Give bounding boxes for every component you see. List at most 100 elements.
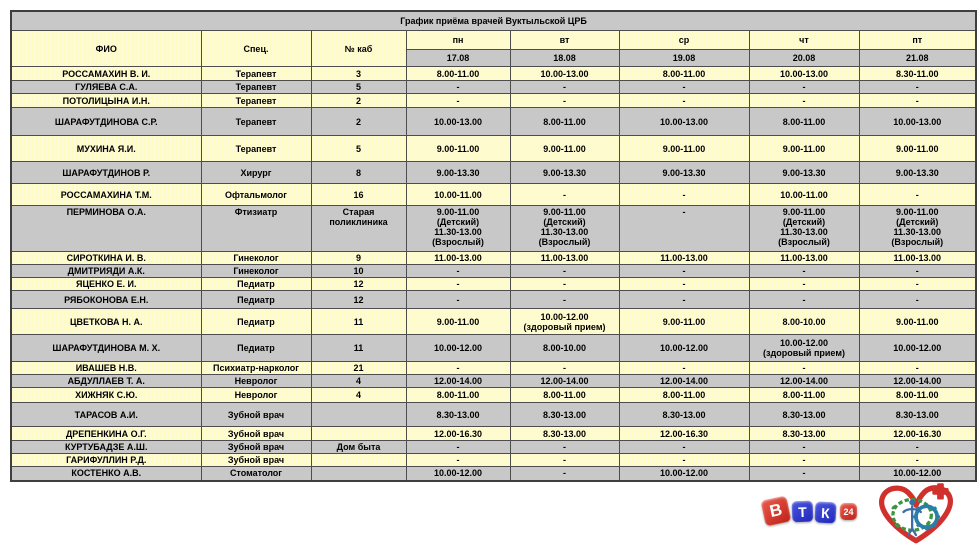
schedule-row: МУХИНА Я.И. Терапевт 5 9.00-11.00 9.00-1… [10,135,977,162]
doctor-name-cell: ГАРИФУЛЛИН Р.Д. [10,453,202,467]
schedule-row: ШАРАФУТДИНОВА М. Х. Педиатр 11 10.00-12.… [10,334,977,362]
schedule-row: РОССАМАХИНА Т.М. Офтальмолог 16 10.00-11… [10,183,977,206]
room-cell: 11 [310,308,407,335]
time-cell-mon: 10.00-11.00 [405,183,511,206]
time-cell-thu: 8.30-13.00 [748,402,860,427]
doctor-name-cell: СИРОТКИНА И. В. [10,251,202,265]
room-cell: 21 [310,361,407,375]
doctor-name-cell: ПЕРМИНОВА О.А. [10,205,202,252]
col-header-room: № каб [310,30,407,67]
schedule-body: РОССАМАХИН В. И. Терапевт 3 8.00-11.00 1… [10,66,977,481]
time-cell-fri: 9.00-11.00 (Детский) 11.30-13.00 (Взросл… [858,205,977,252]
schedule-row: ТАРАСОВ А.И. Зубной врач 8.30-13.00 8.30… [10,402,977,427]
time-cell-tue: 11.00-13.00 [509,251,620,265]
btk-logo-tile-t: Т [791,500,814,523]
specialty-cell: Офтальмолог [200,183,312,206]
time-cell-tue: - [509,264,620,278]
room-cell: 4 [310,374,407,388]
room-cell [310,426,407,441]
room-cell: 2 [310,107,407,136]
doctor-name-cell: КОСТЕНКО А.В. [10,466,202,481]
col-header-thu: чт [748,30,860,50]
schedule-row: ЯЦЕНКО Е. И. Педиатр 12 - - - - - [10,277,977,291]
time-cell-tue: 9.00-11.00 [509,135,620,162]
room-cell: 4 [310,387,407,403]
time-cell-thu: 9.00-11.00 (Детский) 11.30-13.00 (Взросл… [748,205,860,252]
btk-logo-badge-24: 24 [840,503,857,520]
time-cell-mon: 11.00-13.00 [405,251,511,265]
time-cell-thu: - [748,264,860,278]
time-cell-mon: - [405,453,511,467]
doctor-name-cell: ЦВЕТКОВА Н. А. [10,308,202,335]
time-cell-tue: 8.00-11.00 [509,387,620,403]
time-cell-mon: 9.00-13.30 [405,161,511,184]
schedule-row: ДМИТРИЯДИ А.К. Гинеколог 10 - - - - - [10,264,977,278]
doctors-schedule-table: График приёма врачей Вуктыльской ЦРБ ФИО… [10,10,978,482]
time-cell-wed: - [618,205,750,252]
doctor-name-cell: РОССАМАХИН В. И. [10,66,202,81]
time-cell-thu: - [748,93,860,108]
hospital-heart-logo [879,483,953,544]
room-cell: 9 [310,251,407,265]
time-cell-thu: - [748,453,860,467]
specialty-cell: Педиатр [200,308,312,335]
time-cell-tue: - [509,466,620,481]
time-cell-thu: - [748,361,860,375]
time-cell-thu: - [748,80,860,94]
time-cell-thu: 10.00-12.00 (здоровый прием) [748,334,860,362]
doctor-name-cell: АБДУЛЛАЕВ Т. А. [10,374,202,388]
specialty-cell: Педиатр [200,277,312,291]
col-header-fri: пт [858,30,977,50]
col-header-mon: пн [405,30,511,50]
doctor-name-cell: ШАРАФУТДИНОВ Р. [10,161,202,184]
room-cell: 12 [310,277,407,291]
time-cell-wed: 8.00-11.00 [618,66,750,81]
time-cell-thu: 10.00-13.00 [748,66,860,81]
schedule-row: СИРОТКИНА И. В. Гинеколог 9 11.00-13.00 … [10,251,977,265]
time-cell-tue: 10.00-13.00 [509,66,620,81]
time-cell-fri: - [858,440,977,454]
time-cell-mon: - [405,277,511,291]
schedule-row: ХИЖНЯК С.Ю. Невролог 4 8.00-11.00 8.00-1… [10,387,977,403]
time-cell-wed: 10.00-12.00 [618,466,750,481]
time-cell-mon: 12.00-14.00 [405,374,511,388]
time-cell-tue: 9.00-11.00 (Детский) 11.30-13.00 (Взросл… [509,205,620,252]
specialty-cell: Гинеколог [200,264,312,278]
doctor-name-cell: ИВАШЕВ Н.В. [10,361,202,375]
time-cell-fri: 10.00-12.00 [858,334,977,362]
doctor-name-cell: КУРТУБАДЗЕ А.Ш. [10,440,202,454]
time-cell-mon: 8.30-13.00 [405,402,511,427]
specialty-cell: Педиатр [200,290,312,309]
specialty-cell: Зубной врач [200,453,312,467]
schedule-row: ШАРАФУТДИНОВА С.Р. Терапевт 2 10.00-13.0… [10,107,977,136]
specialty-cell: Терапевт [200,135,312,162]
table-title-row: График приёма врачей Вуктыльской ЦРБ [10,10,977,31]
time-cell-tue: 8.00-10.00 [509,334,620,362]
doctor-name-cell: ПОТОЛИЦЫНА И.Н. [10,93,202,108]
specialty-cell: Педиатр [200,334,312,362]
time-cell-thu: 9.00-11.00 [748,135,860,162]
time-cell-wed: 10.00-13.00 [618,107,750,136]
room-cell: 16 [310,183,407,206]
schedule-row: КОСТЕНКО А.В. Стоматолог 10.00-12.00 - 1… [10,466,977,481]
page-title: График приёма врачей Вуктыльской ЦРБ [10,10,977,31]
time-cell-wed: 8.00-11.00 [618,387,750,403]
room-cell [310,402,407,427]
date-cell-tue: 18.08 [509,49,620,67]
time-cell-mon: - [405,290,511,309]
time-cell-mon: 10.00-12.00 [405,334,511,362]
room-cell: 3 [310,66,407,81]
specialty-cell: Стоматолог [200,466,312,481]
time-cell-wed: 11.00-13.00 [618,251,750,265]
col-header-fio: ФИО [10,30,202,67]
room-cell: 8 [310,161,407,184]
date-cell-thu: 20.08 [748,49,860,67]
room-cell: 2 [310,93,407,108]
time-cell-mon: 9.00-11.00 [405,308,511,335]
doctor-name-cell: ТАРАСОВ А.И. [10,402,202,427]
col-header-tue: вт [509,30,620,50]
time-cell-fri: 11.00-13.00 [858,251,977,265]
schedule-row: РОССАМАХИН В. И. Терапевт 3 8.00-11.00 1… [10,66,977,81]
room-cell: 11 [310,334,407,362]
time-cell-wed: 8.30-13.00 [618,402,750,427]
